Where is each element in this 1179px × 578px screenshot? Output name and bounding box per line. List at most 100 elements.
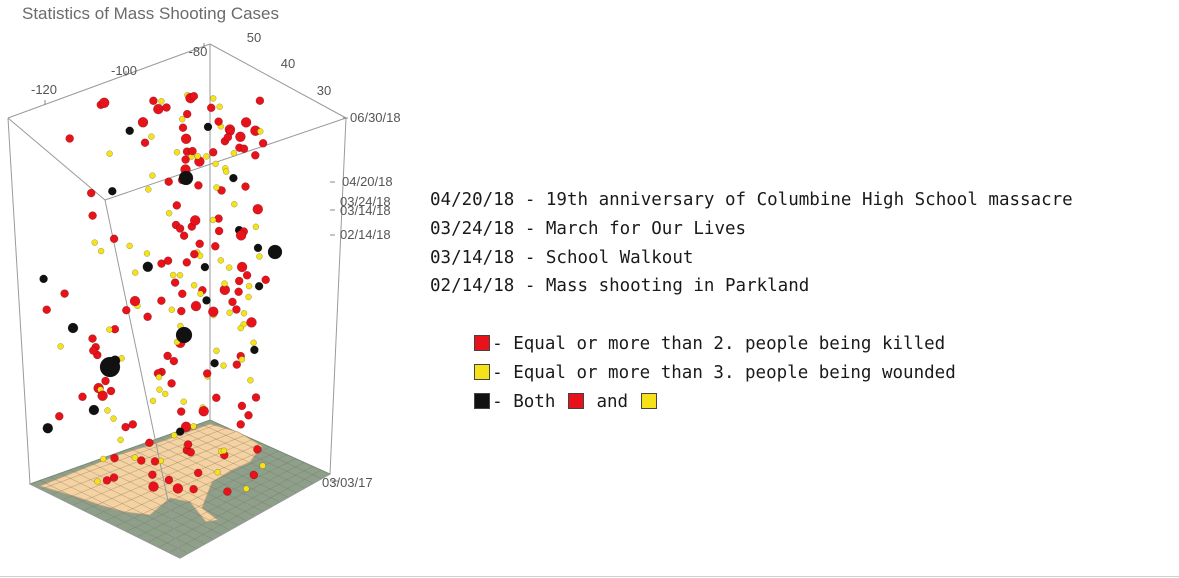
data-point [213, 347, 220, 355]
x-axis: -120 -100 -80 [31, 43, 207, 105]
map-grid-line [104, 446, 271, 522]
data-point [177, 306, 186, 316]
z-tick-label: 03/24/18 [340, 194, 391, 209]
data-point [225, 264, 233, 271]
data-point [221, 280, 228, 287]
map-grid-line [79, 465, 222, 535]
data-point [261, 275, 270, 285]
data-point [209, 95, 217, 102]
map-grid-line [169, 469, 322, 553]
map-grid-line [139, 444, 272, 507]
data-point [88, 334, 97, 343]
y-axis: 50 40 30 [247, 30, 331, 98]
chart-title: Statistics of Mass Shooting Cases [22, 4, 280, 23]
data-point [189, 91, 199, 101]
data-point [246, 317, 257, 328]
x-tick-label: -80 [189, 44, 208, 59]
data-point [164, 475, 174, 485]
data-point [178, 115, 186, 123]
data-point [157, 296, 166, 305]
legend-label: - Equal or more than 2. people being kil… [492, 333, 946, 354]
data-point [121, 422, 130, 432]
data-point [108, 186, 117, 196]
data-point [234, 287, 243, 297]
data-point [176, 407, 186, 416]
data-point [148, 470, 157, 479]
data-point [88, 211, 97, 220]
z-axis: 03/03/17 02/14/18 03/14/18 03/24/18 04/2… [322, 110, 401, 490]
data-point [238, 356, 246, 363]
data-point [172, 483, 184, 494]
data-point [182, 109, 192, 119]
map-grid-line [39, 480, 189, 554]
data-point [217, 186, 226, 195]
data-point [259, 462, 266, 469]
data-point [142, 261, 154, 273]
data-point [110, 415, 117, 422]
map-grid-line [179, 430, 306, 489]
data-point [223, 132, 233, 142]
data-point [165, 209, 173, 217]
data-point [235, 230, 247, 241]
data-point [234, 276, 244, 286]
data-point [129, 295, 141, 307]
data-point [137, 117, 149, 128]
data-point [122, 305, 131, 315]
data-point [163, 351, 172, 361]
map-grid-line [158, 466, 313, 548]
legend-item-killed: - Equal or more than 2. people being kil… [430, 301, 1073, 354]
scatter-3d-plot: -120 -100 -80 50 40 30 03/03/17 02/14/18… [7, 30, 401, 559]
y-tick-label: 30 [317, 83, 331, 98]
data-point [180, 398, 187, 405]
data-point [252, 223, 260, 231]
data-point [131, 269, 139, 276]
legend-swatch-black [474, 392, 491, 409]
data-point [195, 239, 204, 249]
data-point [126, 242, 133, 250]
annotation-march-for-our-lives: 03/24/18 - March for Our Lives [430, 218, 747, 239]
data-point [242, 271, 252, 280]
data-point [250, 345, 259, 355]
data-point [240, 310, 248, 317]
data-point [106, 386, 116, 396]
data-point [149, 397, 157, 405]
data-point [251, 393, 261, 402]
data-point [173, 149, 181, 156]
data-point [232, 360, 242, 369]
data-point [172, 201, 182, 210]
data-point [176, 271, 184, 279]
data-point [67, 322, 79, 334]
data-point [169, 271, 177, 279]
data-point [245, 293, 252, 301]
data-point [237, 401, 247, 411]
map-grid-line [69, 469, 214, 540]
data-point [210, 358, 219, 368]
data-point [236, 261, 248, 273]
z-tick-label: 02/14/18 [340, 227, 391, 242]
data-point [167, 379, 176, 388]
legend-swatch-red [474, 334, 491, 351]
data-points [39, 91, 283, 496]
data-point [239, 144, 249, 153]
map-grid-line [189, 426, 314, 484]
data-point [267, 244, 283, 260]
data-point [212, 393, 221, 403]
data-point [60, 289, 69, 298]
data-point [148, 481, 159, 492]
data-point [216, 103, 223, 111]
data-point [88, 404, 100, 416]
annotation-parkland: 02/14/18 - Mass shooting in Parkland [430, 276, 810, 297]
data-point [188, 146, 197, 156]
data-point [209, 216, 217, 224]
map-grid-line [94, 442, 262, 516]
z-tick-label: 03/14/18 [340, 203, 391, 218]
map-grid-line [49, 476, 197, 549]
data-point [109, 473, 119, 482]
legend-swatch-yellow-inline [640, 392, 657, 409]
data-point [182, 258, 192, 267]
data-point [198, 405, 209, 417]
data-point [161, 390, 169, 398]
data-point [42, 422, 54, 434]
data-point [232, 305, 241, 314]
data-point [203, 153, 210, 160]
